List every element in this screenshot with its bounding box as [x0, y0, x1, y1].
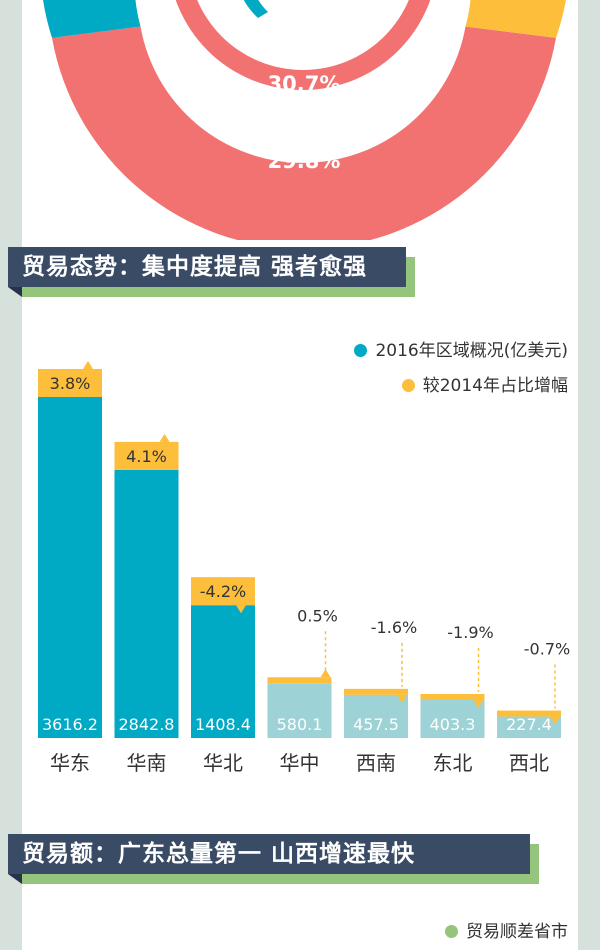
- change-strip-7: [497, 710, 561, 717]
- value-label-7: 227.4: [506, 715, 552, 734]
- value-label-4: 580.1: [277, 715, 323, 734]
- change-strip-5: [344, 688, 408, 695]
- change-arrow-6: [473, 699, 484, 708]
- regional-bar-chart: 3.8% 3616.2 华东 4.1% 2842.8 华南 -4.2% 1408.4 华北 0.5…: [38, 360, 570, 775]
- change-label-2: 4.1%: [126, 447, 167, 466]
- donut-chart: 28.4% 30.7% 29.8%: [43, 0, 566, 240]
- value-label-2: 2842.8: [119, 715, 175, 734]
- change-cap-3: [191, 577, 255, 606]
- change-arrow-4: [320, 669, 331, 678]
- donut-label-middle: 30.7%: [268, 72, 341, 96]
- value-label-6: 403.3: [430, 715, 476, 734]
- change-cap-1: [38, 368, 102, 397]
- bar-5: [344, 694, 408, 738]
- category-label-1: 华东: [50, 751, 90, 775]
- change-label-7: -0.7%: [524, 640, 570, 659]
- legend-label-change: 较2014年占比增幅: [422, 376, 568, 396]
- legend-label-value: 2016年区域概况(亿美元): [375, 341, 568, 361]
- legend-label-surplus: 贸易顺差省市: [466, 922, 568, 942]
- change-label-1: 3.8%: [50, 374, 91, 393]
- section-title-trade-trend: 贸易态势：集中度提高 强者愈强: [8, 247, 406, 287]
- bar-7: [497, 716, 561, 738]
- change-strip-4: [267, 677, 332, 684]
- category-label-2: 华南: [127, 751, 167, 775]
- donut-outer-red-segment: [52, 26, 556, 240]
- value-label-5: 457.5: [353, 715, 399, 734]
- change-arrow-1: [83, 360, 93, 369]
- donut-label-outer: 29.8%: [268, 149, 341, 173]
- donut-outer-yellow-segment: [465, 0, 566, 38]
- section-title-trade-volume: 贸易额：广东总量第一 山西增速最快: [8, 834, 530, 874]
- donut-label-inner: 28.4%: [268, 0, 341, 18]
- legend-dot-yellow: [401, 379, 415, 392]
- change-arrow-7: [550, 716, 560, 725]
- change-label-3: -4.2%: [200, 582, 246, 601]
- change-label-6: -1.9%: [447, 623, 493, 642]
- chart-legend-change: 较2014年占比增幅: [401, 371, 568, 396]
- legend-surplus: 贸易顺差省市: [445, 917, 568, 942]
- banner-fold: [8, 287, 22, 297]
- bar-4: [267, 683, 332, 738]
- bar-3: [191, 605, 255, 738]
- change-arrow-2: [159, 433, 170, 442]
- frame-right: [578, 0, 600, 950]
- change-label-5: -1.6%: [371, 618, 417, 637]
- legend-dot-teal: [354, 344, 368, 357]
- category-label-7: 西北: [509, 751, 549, 775]
- chart-legend-value: 2016年区域概况(亿美元): [354, 336, 568, 361]
- donut-inner-red-segment: [175, 0, 431, 90]
- banner-fold: [8, 874, 22, 884]
- legend-dot-green: [445, 925, 458, 938]
- bar-6: [420, 699, 485, 738]
- donut-inner-teal-segment: [243, 0, 268, 18]
- change-strip-6: [420, 693, 485, 700]
- category-label-5: 西南: [356, 751, 396, 775]
- bar-1: [38, 396, 102, 738]
- category-label-4: 华中: [280, 751, 320, 775]
- value-label-1: 3616.2: [42, 715, 98, 734]
- value-label-3: 1408.4: [195, 715, 251, 734]
- change-cap-2: [114, 441, 179, 470]
- category-label-3: 华北: [203, 751, 243, 775]
- change-arrow-5: [397, 694, 407, 703]
- frame-left: [0, 0, 22, 950]
- change-arrow-3: [236, 605, 246, 614]
- change-label-4: 0.5%: [297, 606, 338, 625]
- bar-2: [114, 469, 179, 738]
- donut-outer-teal-segment: [43, 0, 141, 38]
- category-label-6: 东北: [433, 751, 473, 775]
